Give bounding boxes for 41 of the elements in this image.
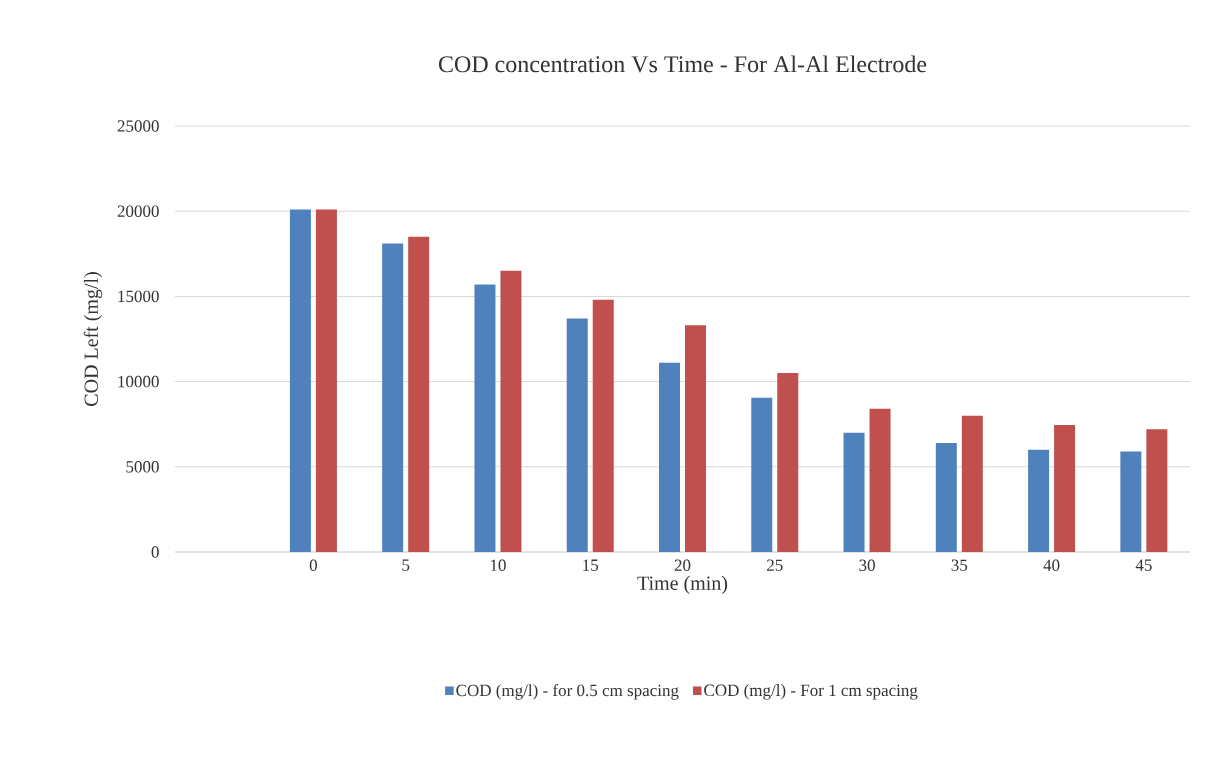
y-axis-title: COD Left (mg/l) bbox=[83, 272, 103, 406]
bar bbox=[1054, 425, 1076, 552]
bar bbox=[685, 325, 706, 552]
bar bbox=[566, 318, 588, 552]
x-tick-label: 40 bbox=[1043, 559, 1060, 572]
x-tick-label: 15 bbox=[583, 559, 599, 571]
y-tick-label: 5000 bbox=[126, 461, 159, 473]
x-tick-label: 30 bbox=[859, 559, 875, 572]
bar bbox=[1120, 451, 1142, 552]
bar bbox=[751, 397, 773, 552]
bar bbox=[961, 415, 983, 552]
bar bbox=[777, 373, 799, 552]
x-axis-title: Time (min) bbox=[637, 575, 728, 594]
chart-title: COD concentration Vs Time - For Al-Al Electrode bbox=[438, 55, 927, 73]
bar bbox=[843, 432, 865, 552]
x-tick-label: 5 bbox=[402, 559, 410, 571]
bar bbox=[659, 362, 680, 552]
y-tick-label: 10000 bbox=[118, 375, 159, 388]
x-tick-label: 45 bbox=[1135, 559, 1152, 571]
x-tick-label: 0 bbox=[309, 559, 318, 572]
bar bbox=[408, 236, 430, 552]
bar bbox=[1146, 429, 1168, 552]
bar bbox=[474, 284, 496, 552]
legend-label: COD (mg/l) - For 1 cm spacing bbox=[704, 684, 918, 700]
x-tick-label: 35 bbox=[951, 559, 968, 571]
bar bbox=[382, 243, 404, 552]
bar bbox=[1028, 449, 1050, 552]
x-tick-label: 10 bbox=[490, 559, 506, 572]
x-tick-label: 20 bbox=[674, 559, 691, 572]
bar bbox=[869, 408, 891, 552]
bar bbox=[935, 442, 957, 552]
legend-label: COD (mg/l) - for 0.5 cm spacing bbox=[456, 684, 679, 700]
y-tick-label: 15000 bbox=[118, 290, 159, 303]
x-tick-label: 25 bbox=[767, 559, 783, 571]
bar bbox=[500, 270, 522, 552]
bar bbox=[315, 209, 337, 552]
bar bbox=[592, 299, 614, 552]
y-tick-label: 25000 bbox=[117, 120, 159, 132]
y-tick-label: 20000 bbox=[117, 205, 159, 217]
y-tick-label: 0 bbox=[151, 546, 159, 558]
bar bbox=[289, 209, 311, 552]
